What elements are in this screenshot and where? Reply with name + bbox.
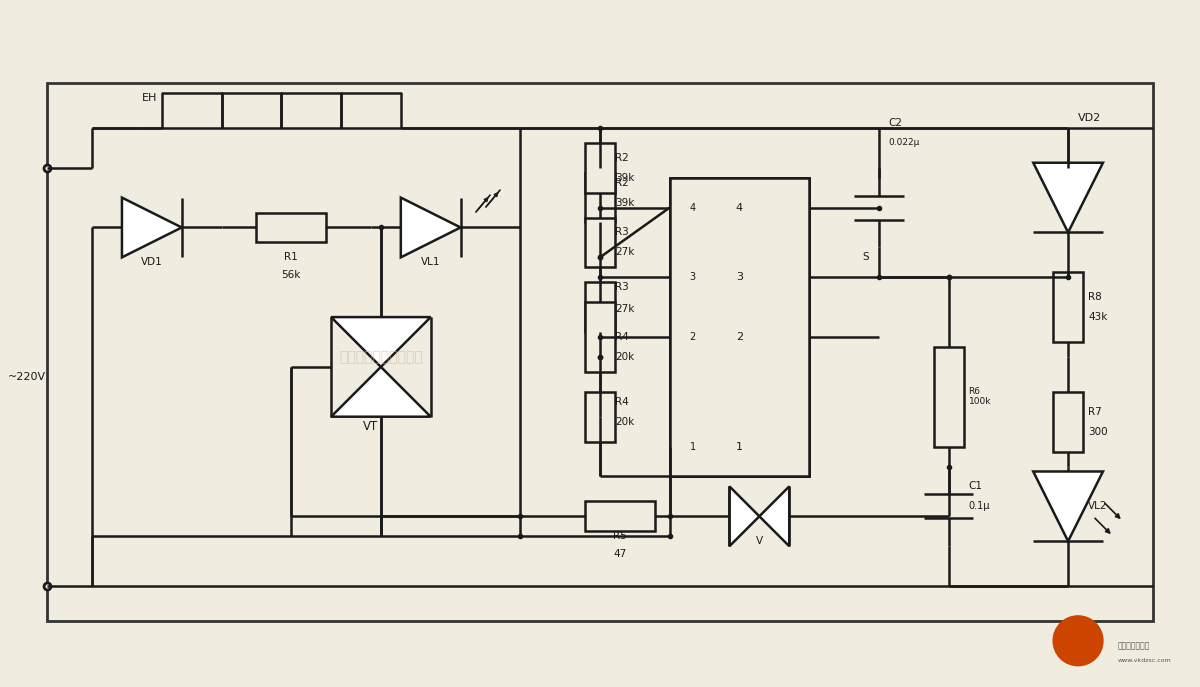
Bar <box>670 178 809 477</box>
Text: R3: R3 <box>614 282 629 292</box>
Polygon shape <box>331 367 431 417</box>
Bar <box>257 212 326 243</box>
Text: 56k: 56k <box>282 270 301 280</box>
Text: R4: R4 <box>614 332 629 342</box>
Bar <box>586 172 614 223</box>
Text: 39k: 39k <box>614 198 635 207</box>
Text: S: S <box>863 252 869 262</box>
Bar <box>586 218 614 267</box>
Bar <box>670 178 809 477</box>
Text: VD2: VD2 <box>1078 113 1102 123</box>
Text: R7: R7 <box>1088 407 1102 417</box>
Polygon shape <box>122 198 181 258</box>
Polygon shape <box>331 317 431 367</box>
Bar <box>934 347 964 447</box>
Text: R8: R8 <box>1088 292 1102 302</box>
Text: 0.1μ: 0.1μ <box>968 502 990 511</box>
Text: 2: 2 <box>736 332 743 342</box>
Text: R1: R1 <box>284 252 298 262</box>
Polygon shape <box>401 198 461 258</box>
Text: R3: R3 <box>614 227 629 238</box>
Text: 27k: 27k <box>614 304 635 314</box>
Text: www.vkdzsc.com: www.vkdzsc.com <box>1118 658 1171 663</box>
Text: VD1: VD1 <box>140 258 163 267</box>
Bar <box>586 392 614 442</box>
Polygon shape <box>760 486 790 546</box>
Text: VT: VT <box>364 420 378 433</box>
Text: 2: 2 <box>690 332 696 342</box>
Bar <box>47 83 1153 621</box>
Text: ~220V: ~220V <box>8 372 47 382</box>
Text: R2: R2 <box>614 178 629 188</box>
Text: R2: R2 <box>614 153 629 163</box>
Text: 27k: 27k <box>614 247 635 258</box>
Text: VL1: VL1 <box>421 258 440 267</box>
Text: 0.022μ: 0.022μ <box>889 138 920 147</box>
Text: VL2: VL2 <box>1088 502 1108 511</box>
Text: 39k: 39k <box>614 172 635 183</box>
Text: R5: R5 <box>613 531 626 541</box>
Bar <box>586 502 655 531</box>
Bar <box>586 143 614 192</box>
Polygon shape <box>1033 471 1103 541</box>
Text: R6
100k: R6 100k <box>968 387 991 407</box>
Text: 20k: 20k <box>614 417 634 427</box>
Bar <box>670 178 809 477</box>
Text: R4: R4 <box>614 397 629 407</box>
Text: 4: 4 <box>736 203 743 212</box>
Bar <box>1054 392 1084 451</box>
Circle shape <box>1054 616 1103 666</box>
Bar <box>1054 272 1084 342</box>
Text: 300: 300 <box>1088 427 1108 437</box>
Bar <box>586 282 614 332</box>
Text: 杭州将睿科技有限公司: 杭州将睿科技有限公司 <box>340 350 422 364</box>
Polygon shape <box>1033 163 1103 232</box>
Text: 维库电子市场网: 维库电子市场网 <box>1118 641 1151 651</box>
Text: 3: 3 <box>690 272 696 282</box>
Text: 43k: 43k <box>1088 312 1108 322</box>
Text: EH: EH <box>142 93 157 103</box>
Text: 4: 4 <box>690 203 696 212</box>
Text: 1: 1 <box>736 442 743 451</box>
Text: 1: 1 <box>690 442 696 451</box>
Text: 47: 47 <box>613 549 626 559</box>
Text: V: V <box>756 536 763 546</box>
Text: C2: C2 <box>889 118 902 128</box>
Text: 20k: 20k <box>614 352 634 362</box>
Text: 3: 3 <box>736 272 743 282</box>
Polygon shape <box>730 486 760 546</box>
Bar <box>586 302 614 372</box>
Text: C1: C1 <box>968 482 983 491</box>
